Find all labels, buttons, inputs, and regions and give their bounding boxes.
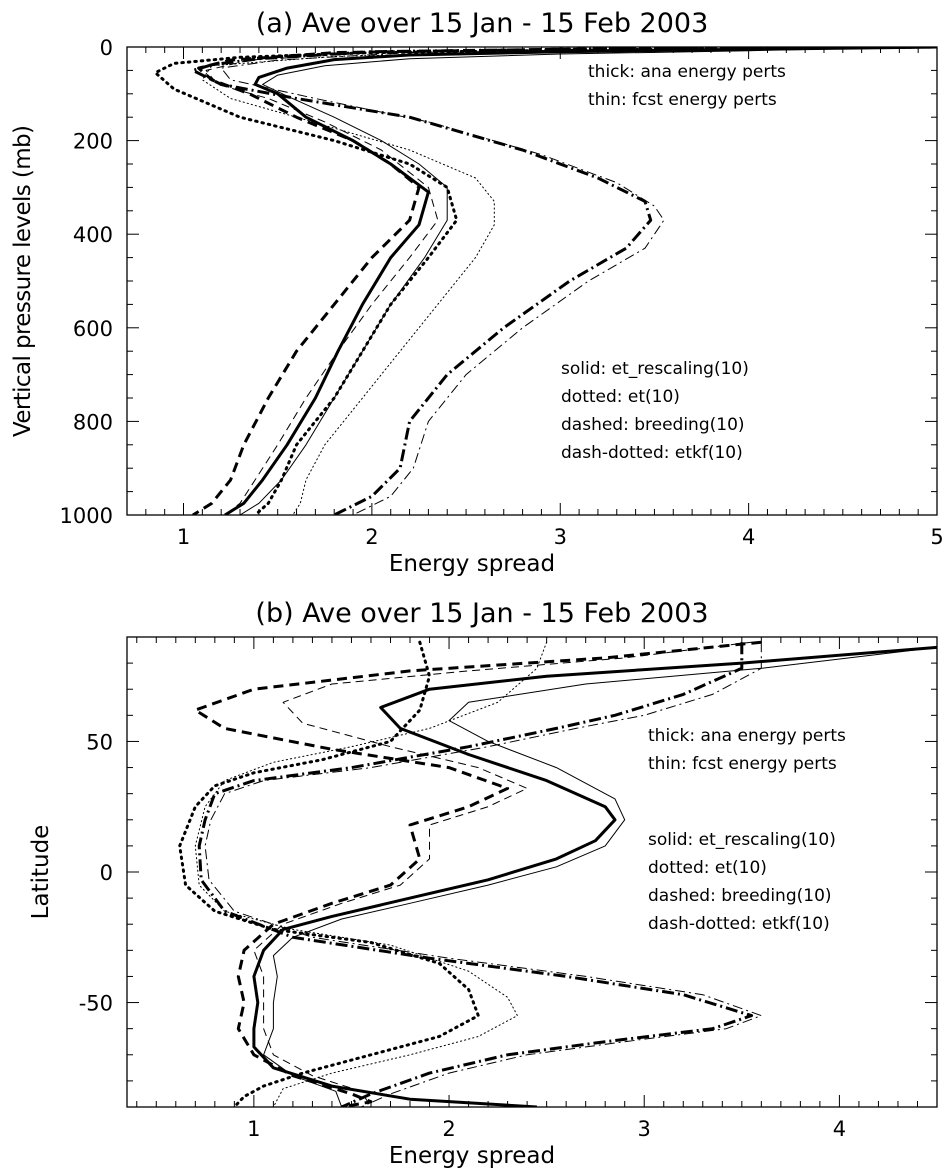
chart-panel-b: (b) Ave over 15 Jan - 15 Feb 2003 1 2 3 4 -50…	[28, 598, 938, 1169]
chart-panel-a: (a) Ave over 15 Jan - 15 Feb 2003 1 2 3 4 5 0 2…	[10, 8, 944, 577]
series-group	[178, 640, 937, 1107]
plot-frame	[126, 636, 938, 1108]
x-tick-label: 2	[442, 1117, 455, 1141]
series-line-solid-thin	[239, 47, 937, 515]
series-line-dashed-thin	[205, 47, 900, 515]
x-tick-label: 3	[554, 525, 567, 549]
annotation-style: dash-dotted: etkf(10)	[561, 443, 743, 463]
series-line-dotted-thick	[153, 47, 937, 515]
y-axis-label: Latitude	[28, 825, 54, 920]
y-tick-label: 200	[73, 130, 113, 154]
series-line-dashdot-thin	[220, 47, 937, 515]
y-tick-label: 400	[73, 223, 113, 247]
x-tick-label: 2	[365, 525, 378, 549]
annotation-thickness: thin: fcst energy perts	[588, 90, 777, 110]
series-group	[153, 47, 937, 515]
y-tick-label: -50	[79, 992, 113, 1016]
y-axis-label: Vertical pressure levels (mb)	[10, 125, 36, 437]
series-line-dashdot-thin	[204, 642, 762, 1107]
y-tick-label: 0	[100, 36, 113, 60]
series-line-dashdot-thick	[197, 642, 754, 1107]
series-line-dashed-thick	[193, 640, 762, 1107]
annotation-style: solid: et_rescaling(10)	[648, 830, 836, 850]
annotation-thickness: thin: fcst energy perts	[648, 754, 837, 774]
annotation-thickness: thick: ana energy perts	[648, 726, 846, 746]
series-line-dashed-thin	[253, 641, 752, 1107]
series-line-dotted-thin	[194, 641, 548, 1107]
y-tick-label: 600	[73, 317, 113, 341]
x-axis-label: Energy spread	[389, 551, 555, 577]
annotation-style: dashed: breeding(10)	[648, 886, 832, 906]
annotation-style: dotted: et(10)	[648, 858, 767, 878]
series-line-dashdot-thick	[191, 47, 937, 515]
series-line-dashed-thick	[192, 47, 843, 515]
x-tick-label: 5	[930, 525, 943, 549]
series-line-dotted-thick	[178, 640, 480, 1107]
annotation-thickness: thick: ana energy perts	[588, 62, 786, 82]
y-tick-label: 800	[73, 410, 113, 434]
series-line-dotted-thin	[201, 47, 937, 515]
y-tick-label: 50	[86, 730, 113, 754]
annotation-style: dashed: breeding(10)	[561, 415, 745, 435]
series-line-solid-thick	[252, 645, 937, 1107]
x-tick-label: 4	[833, 1117, 846, 1141]
plot-frame	[126, 46, 938, 516]
annotation-style: dotted: et(10)	[561, 387, 680, 407]
x-tick-label: 1	[247, 1117, 260, 1141]
x-axis-label: Energy spread	[389, 1143, 555, 1169]
x-tick-label: 4	[742, 525, 755, 549]
annotation-style: dash-dotted: etkf(10)	[648, 914, 830, 934]
chart-title: (a) Ave over 15 Jan - 15 Feb 2003	[256, 8, 709, 39]
y-tick-label: 1000	[60, 504, 113, 528]
series-line-solid-thin	[263, 646, 937, 1107]
y-tick-label: 0	[100, 861, 113, 885]
annotation-style: solid: et_rescaling(10)	[561, 359, 749, 379]
x-tick-label: 1	[177, 525, 190, 549]
chart-title: (b) Ave over 15 Jan - 15 Feb 2003	[255, 598, 708, 629]
x-tick-label: 3	[638, 1117, 651, 1141]
